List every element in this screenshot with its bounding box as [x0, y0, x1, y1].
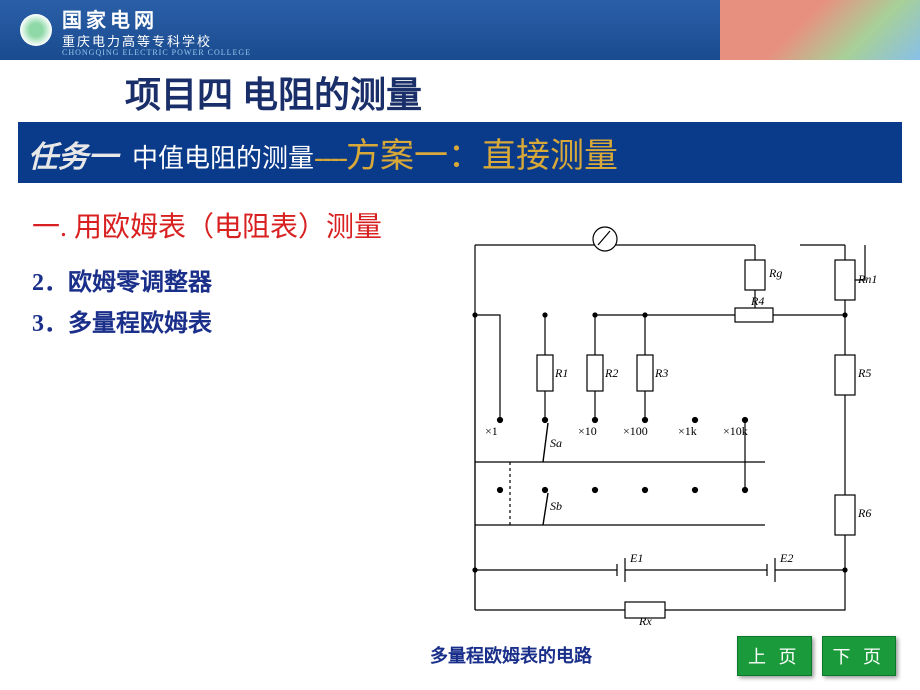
- label-R4: R4: [750, 294, 764, 308]
- nav-buttons: 上 页 下 页: [737, 636, 896, 676]
- banner-photo: [720, 0, 920, 60]
- label-E1: E1: [629, 551, 643, 565]
- task-bar: 任务一 中值电阻的测量 ---- 方案一：直接测量: [18, 122, 902, 183]
- mult-x100: ×100: [623, 424, 648, 438]
- brand-block: 国家电网 重庆电力高等专科学校 CHONGQING ELECTRIC POWER…: [62, 4, 251, 57]
- label-Rx: Rx: [638, 614, 652, 625]
- header-banner: 国家电网 重庆电力高等专科学校 CHONGQING ELECTRIC POWER…: [0, 0, 920, 60]
- next-page-button[interactable]: 下 页: [822, 636, 897, 676]
- label-Rn1: Rn1: [857, 272, 877, 286]
- task-dash: ----: [314, 141, 346, 175]
- task-mid: 中值电阻的测量: [132, 138, 314, 175]
- logo-icon: [20, 14, 52, 46]
- circuit-diagram: Rg Rn1 R4 R1 R2 R3 R5 R6 Rx Sa Sb E1 E2 …: [455, 225, 885, 625]
- prev-page-button[interactable]: 上 页: [737, 636, 812, 676]
- brand-main: 国家电网: [62, 4, 251, 33]
- mult-x10: ×10: [578, 424, 597, 438]
- task-plan: 方案一：直接测量: [346, 128, 618, 177]
- label-Sa: Sa: [550, 436, 562, 450]
- label-E2: E2: [779, 551, 793, 565]
- label-R3: R3: [654, 366, 668, 380]
- label-R2: R2: [604, 366, 618, 380]
- mult-x1: ×1: [485, 424, 498, 438]
- label-Sb: Sb: [550, 499, 562, 513]
- label-R1: R1: [554, 366, 568, 380]
- task-label: 任务一: [28, 132, 118, 176]
- brand-small: CHONGQING ELECTRIC POWER COLLEGE: [62, 48, 251, 57]
- label-R6: R6: [857, 506, 871, 520]
- diagram-caption: 多量程欧姆表的电路: [430, 642, 592, 668]
- label-R5: R5: [857, 366, 871, 380]
- label-Rg: Rg: [768, 266, 782, 280]
- mult-x1k: ×1k: [678, 424, 697, 438]
- mult-x10k: ×10k: [723, 424, 748, 438]
- project-title: 项目四 电阻的测量: [125, 66, 920, 118]
